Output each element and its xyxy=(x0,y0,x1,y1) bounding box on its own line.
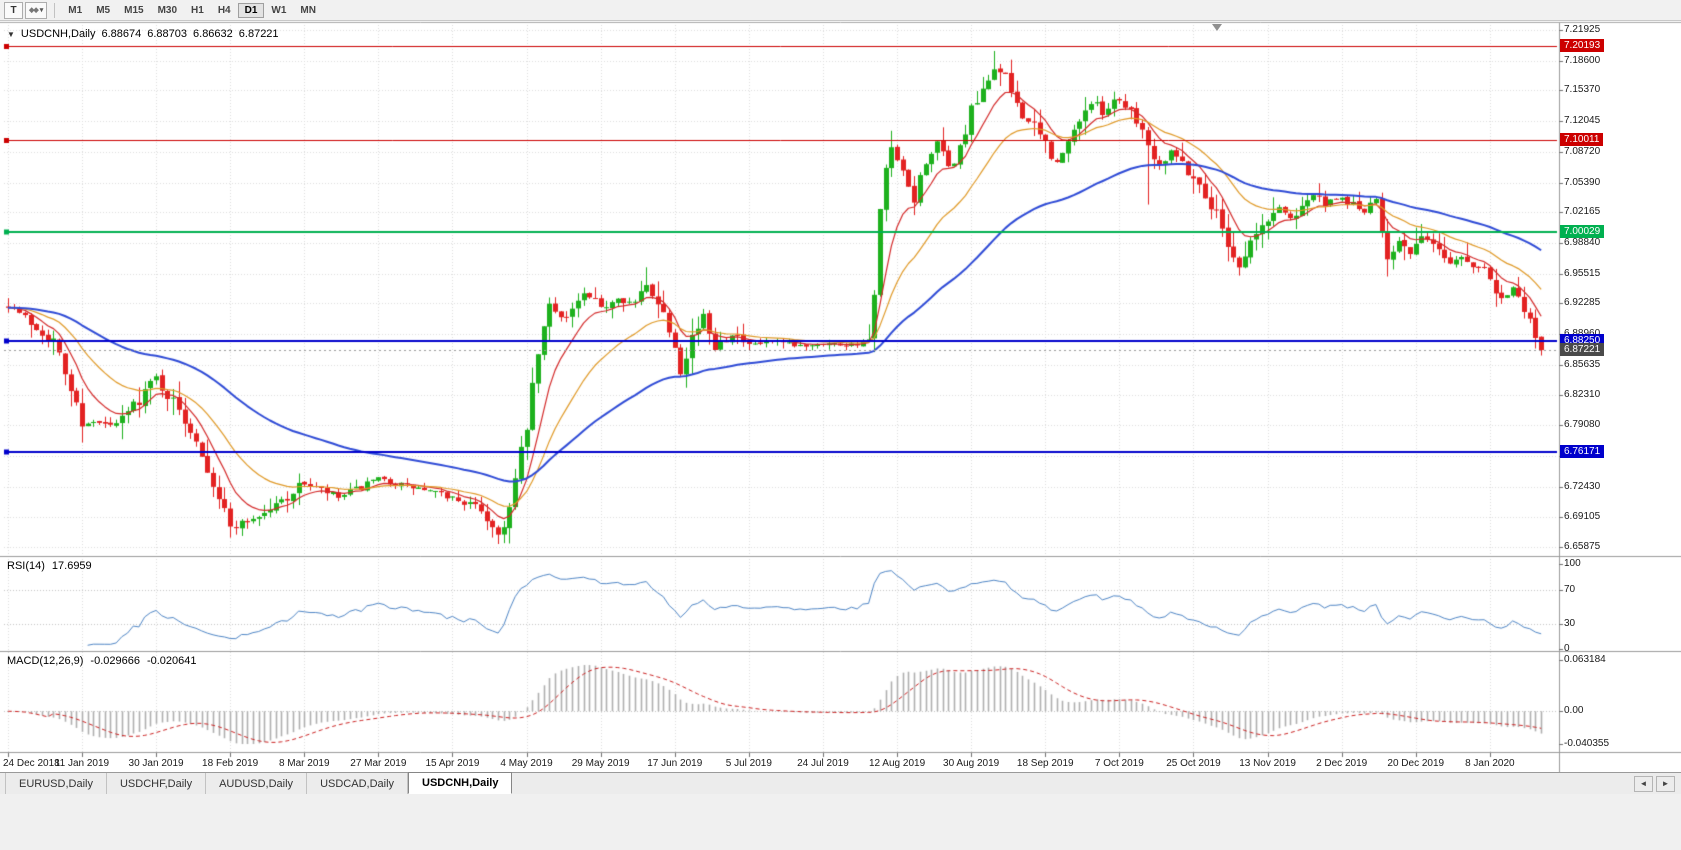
chart-tab-usdchf[interactable]: USDCHF,Daily xyxy=(107,773,207,794)
tab-scroll-controls: ◄ ► xyxy=(1634,773,1681,794)
chart-shift-marker[interactable] xyxy=(1212,24,1222,31)
timeframe-button-d1[interactable]: D1 xyxy=(237,2,265,18)
timeframe-button-h1[interactable]: H1 xyxy=(191,4,204,16)
macd-main-value: -0.029666 xyxy=(90,655,140,667)
timeframe-button-m15[interactable]: M15 xyxy=(124,4,144,16)
timeframe-button-m30[interactable]: M30 xyxy=(157,4,178,16)
status-area xyxy=(0,794,1681,850)
styles-icon: ◆◆ xyxy=(29,7,39,14)
macd-signal-value: -0.020641 xyxy=(146,655,197,667)
timeframe-button-m5[interactable]: M5 xyxy=(96,4,111,16)
collapse-triangle-icon: ▼ xyxy=(7,29,15,39)
chart-tabs: EURUSD,Daily USDCHF,Daily AUDUSD,Daily USDC… xyxy=(5,772,513,794)
toolbar-separator xyxy=(54,2,56,18)
timeframe-button-m1[interactable]: M1 xyxy=(68,4,83,16)
price-chart-canvas[interactable] xyxy=(0,22,1681,772)
chart-tab-usdcad[interactable]: USDCAD,Daily xyxy=(307,773,409,794)
rsi-name: RSI(14) xyxy=(7,560,45,572)
tabs-scroll-left-button[interactable]: ◄ xyxy=(1634,775,1653,792)
chart-area: 7.21925 7.18600 7.15370 7.12045 7.08720 7.053… xyxy=(0,22,1681,772)
chart-symbol-label: USDCNH,Daily xyxy=(20,28,96,40)
chart-tab-eurusd[interactable]: EURUSD,Daily xyxy=(5,773,107,794)
ohlc-high: 6.88703 xyxy=(147,28,188,40)
timeframe-button-mn[interactable]: MN xyxy=(300,4,316,16)
timeframe-toolbar: M1 M5 M15 M30 H1 H4 D1 W1 MN xyxy=(61,2,323,18)
ohlc-close: 6.87221 xyxy=(238,28,279,40)
top-toolbar: T ◆◆ ▾ M1 M5 M15 M30 H1 H4 D1 W1 MN xyxy=(0,0,1681,21)
ohlc-open: 6.88674 xyxy=(101,28,142,40)
text-tool-button[interactable]: T xyxy=(4,1,23,19)
ohlc-low: 6.86632 xyxy=(193,28,233,40)
macd-indicator-label: MACD(12,26,9) -0.029666 -0.020641 xyxy=(7,655,197,667)
macd-name: MACD(12,26,9) xyxy=(7,655,84,667)
timeframe-button-h4[interactable]: H4 xyxy=(217,4,231,16)
rsi-value: 17.6959 xyxy=(51,560,92,572)
chart-tabs-bar: EURUSD,Daily USDCHF,Daily AUDUSD,Daily USDC… xyxy=(0,772,1681,794)
styles-tool-button[interactable]: ◆◆ ▾ xyxy=(25,1,48,19)
chart-tab-audusd[interactable]: AUDUSD,Daily xyxy=(206,773,308,794)
timeframe-button-w1[interactable]: W1 xyxy=(271,4,287,16)
tabs-scroll-right-button[interactable]: ► xyxy=(1656,775,1675,792)
chart-tab-usdcnh[interactable]: USDCNH,Daily xyxy=(408,772,513,794)
chart-title: ▼ USDCNH,Daily 6.88674 6.88703 6.86632 6… xyxy=(7,28,279,40)
chevron-down-icon: ▾ xyxy=(39,7,44,14)
rsi-indicator-label: RSI(14) 17.6959 xyxy=(7,560,92,572)
